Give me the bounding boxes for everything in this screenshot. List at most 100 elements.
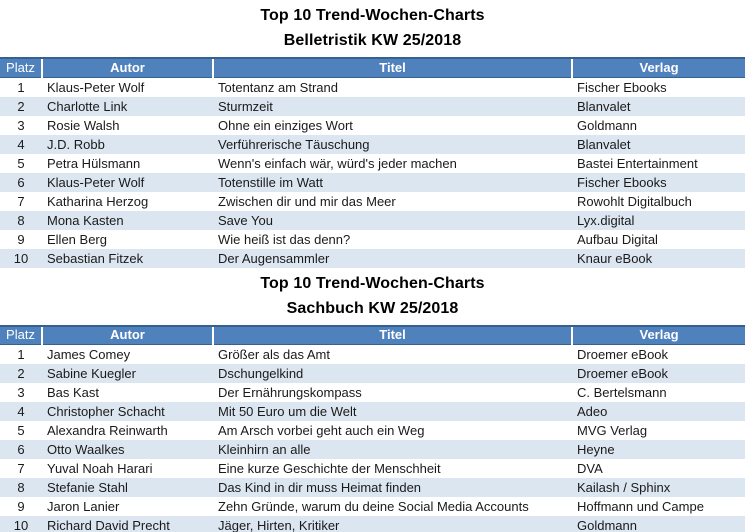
cell-titel: Totenstille im Watt — [213, 172, 572, 192]
cell-platz: 5 — [0, 421, 42, 440]
table-row: 9 Ellen Berg Wie heiß ist das denn? Aufb… — [0, 229, 745, 249]
table-row: 4 J.D. Robb Verführerische Täuschung Bla… — [0, 134, 745, 154]
cell-autor: Rosie Walsh — [42, 115, 213, 135]
cell-autor: Klaus-Peter Wolf — [42, 172, 213, 192]
cell-platz: 6 — [0, 440, 42, 459]
table-body: 1 James Comey Größer als das Amt Droemer… — [0, 344, 745, 532]
cell-platz: 1 — [0, 344, 42, 364]
table-row: 1 James Comey Größer als das Amt Droemer… — [0, 344, 745, 364]
cell-titel: Das Kind in dir muss Heimat finden — [213, 478, 572, 497]
cell-verlag: Blanvalet — [572, 96, 745, 116]
cell-platz: 1 — [0, 77, 42, 97]
cell-titel: Kleinhirn an alle — [213, 440, 572, 459]
table-row: 6 Otto Waalkes Kleinhirn an alle Heyne — [0, 440, 745, 459]
cell-titel: Sturmzeit — [213, 96, 572, 116]
header-row: Platz Autor Titel Verlag — [0, 324, 745, 345]
cell-titel: Größer als das Amt — [213, 344, 572, 364]
column-header-platz: Platz — [0, 324, 42, 345]
cell-platz: 10 — [0, 248, 42, 268]
table-row: 10 Richard David Precht Jäger, Hirten, K… — [0, 516, 745, 532]
cell-platz: 4 — [0, 134, 42, 154]
sachbuch-table: Platz Autor Titel Verlag 1 James Comey G… — [0, 324, 745, 532]
cell-verlag: Rowohlt Digitalbuch — [572, 191, 745, 211]
cell-titel: Wie heiß ist das denn? — [213, 229, 572, 249]
column-header-verlag: Verlag — [571, 324, 745, 345]
cell-platz: 3 — [0, 383, 42, 402]
cell-verlag: Knaur eBook — [572, 248, 745, 268]
cell-titel: Jäger, Hirten, Kritiker — [213, 516, 572, 532]
cell-platz: 10 — [0, 516, 42, 532]
table-row: 5 Alexandra Reinwarth Am Arsch vorbei ge… — [0, 421, 745, 440]
cell-platz: 4 — [0, 402, 42, 421]
cell-platz: 7 — [0, 191, 42, 211]
cell-titel: Wenn's einfach wär, würd's jeder machen — [213, 153, 572, 173]
cell-autor: Klaus-Peter Wolf — [42, 77, 213, 97]
cell-platz: 2 — [0, 364, 42, 383]
cell-verlag: Droemer eBook — [572, 344, 745, 364]
cell-titel: Verführerische Täuschung — [213, 134, 572, 154]
column-header-platz: Platz — [0, 57, 42, 78]
table-body: 1 Klaus-Peter Wolf Totentanz am Strand F… — [0, 77, 745, 268]
cell-verlag: Blanvalet — [572, 134, 745, 154]
table-row: 7 Katharina Herzog Zwischen dir und mir … — [0, 191, 745, 211]
cell-verlag: Aufbau Digital — [572, 229, 745, 249]
cell-autor: Sabine Kuegler — [42, 364, 213, 383]
cell-autor: Katharina Herzog — [42, 191, 213, 211]
cell-autor: Yuval Noah Harari — [42, 459, 213, 478]
cell-titel: Save You — [213, 210, 572, 230]
table-row: 1 Klaus-Peter Wolf Totentanz am Strand F… — [0, 77, 745, 97]
cell-autor: Petra Hülsmann — [42, 153, 213, 173]
cell-verlag: Lyx.digital — [572, 210, 745, 230]
cell-verlag: Droemer eBook — [572, 364, 745, 383]
cell-verlag: MVG Verlag — [572, 421, 745, 440]
cell-verlag: Fischer Ebooks — [572, 172, 745, 192]
cell-verlag: Kailash / Sphinx — [572, 478, 745, 497]
column-header-titel: Titel — [212, 324, 572, 345]
column-header-autor: Autor — [41, 57, 213, 78]
column-header-titel: Titel — [212, 57, 572, 78]
cell-titel: Zwischen dir und mir das Meer — [213, 191, 572, 211]
chart-title: Top 10 Trend-Wochen-Charts — [260, 7, 485, 24]
cell-platz: 7 — [0, 459, 42, 478]
sachbuch-chart-section: Top 10 Trend-Wochen-Charts Sachbuch KW 2… — [0, 268, 745, 532]
table-header: Platz Autor Titel Verlag — [0, 57, 745, 78]
cell-autor: James Comey — [42, 344, 213, 364]
table-row: 8 Stefanie Stahl Das Kind in dir muss He… — [0, 478, 745, 497]
cell-platz: 8 — [0, 478, 42, 497]
cell-verlag: Adeo — [572, 402, 745, 421]
column-header-autor: Autor — [41, 324, 213, 345]
table-row: 4 Christopher Schacht Mit 50 Euro um die… — [0, 402, 745, 421]
table-row: 2 Sabine Kuegler Dschungelkind Droemer e… — [0, 364, 745, 383]
cell-titel: Mit 50 Euro um die Welt — [213, 402, 572, 421]
cell-platz: 9 — [0, 497, 42, 516]
table-row: 7 Yuval Noah Harari Eine kurze Geschicht… — [0, 459, 745, 478]
table-row: 3 Bas Kast Der Ernährungskompass C. Bert… — [0, 383, 745, 402]
cell-titel: Dschungelkind — [213, 364, 572, 383]
cell-verlag: Fischer Ebooks — [572, 77, 745, 97]
cell-verlag: Goldmann — [572, 516, 745, 532]
cell-autor: Stefanie Stahl — [42, 478, 213, 497]
cell-autor: Mona Kasten — [42, 210, 213, 230]
table-header: Platz Autor Titel Verlag — [0, 324, 745, 345]
cell-platz: 6 — [0, 172, 42, 192]
cell-autor: Bas Kast — [42, 383, 213, 402]
cell-platz: 8 — [0, 210, 42, 230]
cell-verlag: Hoffmann und Campe — [572, 497, 745, 516]
cell-autor: Ellen Berg — [42, 229, 213, 249]
cell-titel: Am Arsch vorbei geht auch ein Weg — [213, 421, 572, 440]
header-row: Platz Autor Titel Verlag — [0, 57, 745, 78]
belletristik-table: Platz Autor Titel Verlag 1 Klaus-Peter W… — [0, 57, 745, 268]
chart-subtitle: Sachbuch KW 25/2018 — [286, 299, 459, 317]
cell-autor: Richard David Precht — [42, 516, 213, 532]
chart-subtitle: Belletristik KW 25/2018 — [283, 32, 462, 49]
cell-autor: Charlotte Link — [42, 96, 213, 116]
cell-titel: Der Ernährungskompass — [213, 383, 572, 402]
cell-titel: Ohne ein einziges Wort — [213, 115, 572, 135]
cell-titel: Der Augensammler — [213, 248, 572, 268]
cell-verlag: DVA — [572, 459, 745, 478]
table-row: 2 Charlotte Link Sturmzeit Blanvalet — [0, 96, 745, 116]
table-row: 8 Mona Kasten Save You Lyx.digital — [0, 210, 745, 230]
table-row: 9 Jaron Lanier Zehn Gründe, warum du dei… — [0, 497, 745, 516]
column-header-verlag: Verlag — [571, 57, 745, 78]
